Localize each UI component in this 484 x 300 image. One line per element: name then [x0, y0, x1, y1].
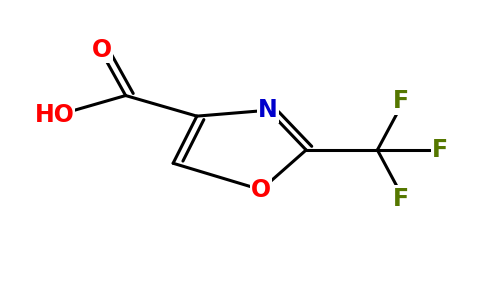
- Text: F: F: [432, 138, 448, 162]
- Text: HO: HO: [34, 103, 75, 127]
- Text: F: F: [393, 89, 409, 113]
- Text: N: N: [258, 98, 278, 122]
- Text: F: F: [393, 187, 409, 211]
- Text: O: O: [92, 38, 112, 62]
- Text: O: O: [251, 178, 271, 202]
